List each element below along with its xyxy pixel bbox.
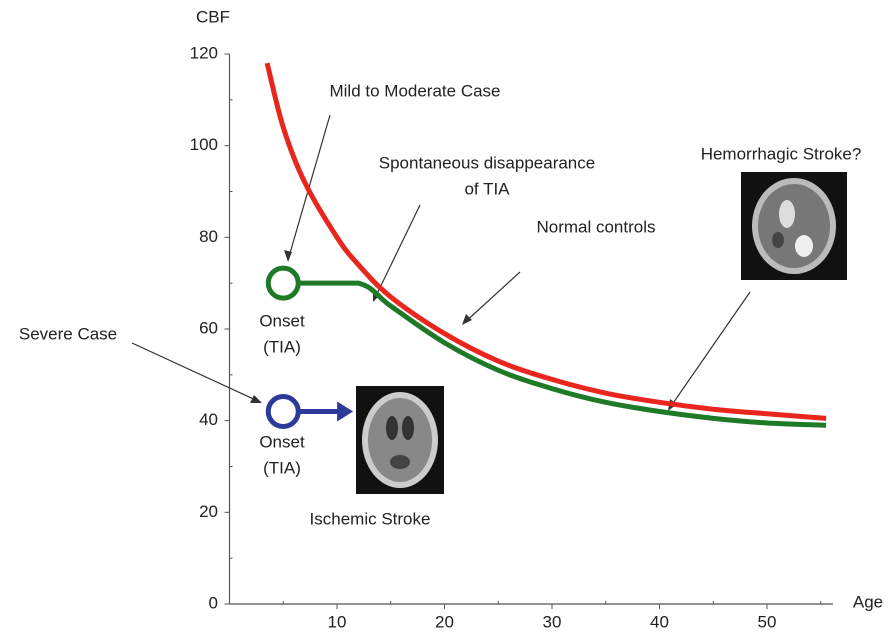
- x-axis-label: Age: [853, 592, 883, 611]
- annotation: (TIA): [263, 458, 301, 477]
- onset-marker: [265, 394, 301, 429]
- series-line: [298, 280, 827, 428]
- x-tick-label: 40: [650, 612, 669, 631]
- annotation: Severe Case: [19, 324, 117, 343]
- annotation: Mild to Moderate Case: [329, 81, 500, 100]
- ct-image-hemorrhagic: [741, 172, 847, 280]
- annotation: Onset: [259, 432, 305, 451]
- annotation: Ischemic Stroke: [310, 509, 431, 528]
- annotation: Hemorrhagic Stroke?: [701, 144, 862, 163]
- y-tick-label: 20: [199, 502, 218, 521]
- annotation: Onset: [259, 311, 305, 330]
- ct-image-ischemic: [356, 386, 444, 494]
- annotation: Normal controls: [536, 217, 655, 236]
- annotation: Spontaneous disappearance: [379, 153, 595, 172]
- annotation: (TIA): [263, 337, 301, 356]
- y-tick-label: 120: [190, 43, 218, 62]
- y-tick-label: 60: [199, 318, 218, 337]
- onset-marker: [265, 265, 301, 301]
- arrow-head: [337, 401, 354, 422]
- y-tick-label: 80: [199, 227, 218, 246]
- x-tick-label: 20: [435, 612, 454, 631]
- x-tick-label: 10: [328, 612, 347, 631]
- y-axis-label: CBF: [196, 7, 230, 26]
- y-tick-label: 0: [209, 593, 218, 612]
- annotation: of TIA: [464, 179, 510, 198]
- y-tick-label: 100: [190, 135, 218, 154]
- x-tick-label: 50: [758, 612, 777, 631]
- x-tick-label: 30: [543, 612, 562, 631]
- series-line: [264, 62, 827, 421]
- y-tick-label: 40: [199, 410, 218, 429]
